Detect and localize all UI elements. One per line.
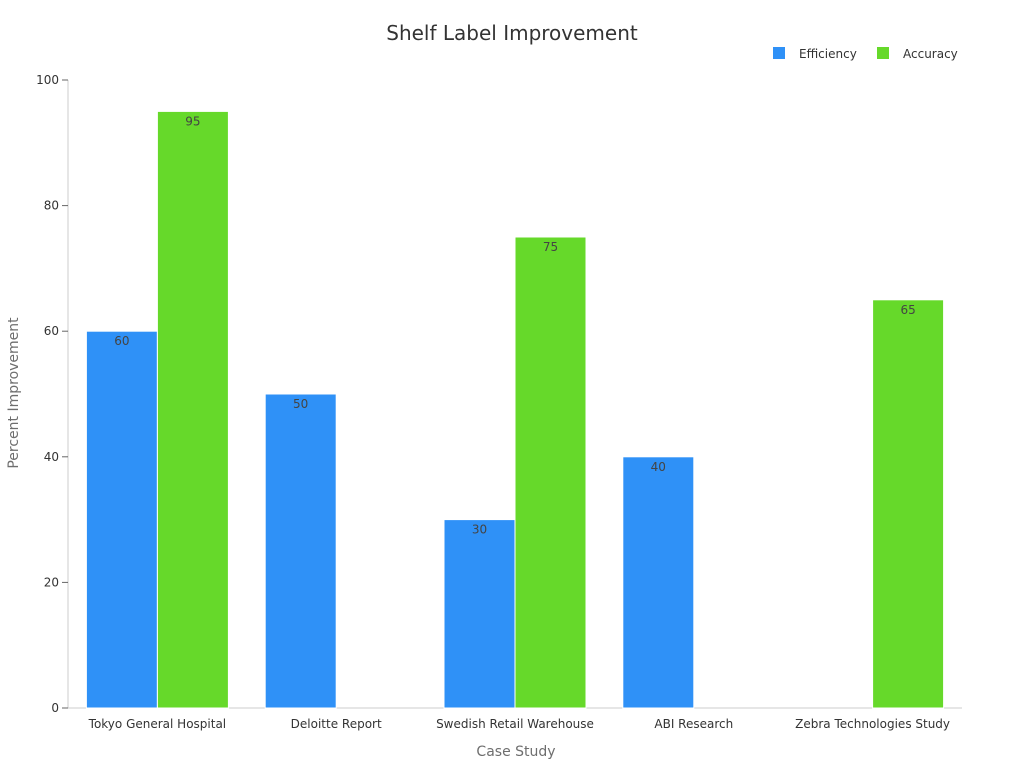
data-label-efficiency-abi-research: 40 <box>651 460 666 474</box>
x-tick-label: Deloitte Report <box>291 717 382 731</box>
bar-efficiency-deloitte-report <box>264 393 337 709</box>
legend-label: Accuracy <box>903 47 958 61</box>
legend: Efficiency Accuracy <box>773 47 958 61</box>
data-label-efficiency-deloitte-report: 50 <box>293 397 308 411</box>
y-tick-label: 40 <box>44 450 59 464</box>
x-tick-label: Zebra Technologies Study <box>795 717 950 731</box>
x-axis: Tokyo General Hospital Deloitte Report Swe… <box>68 707 962 731</box>
bar-efficiency-abi-research <box>622 456 695 709</box>
legend-item-efficiency: Efficiency <box>773 47 857 61</box>
bar-efficiency-tokyo-general-hospital <box>85 330 158 709</box>
bar-accuracy-swedish-retail-warehouse <box>514 236 587 709</box>
data-label-accuracy-tokyo-general-hospital: 95 <box>185 114 200 128</box>
x-axis-title: Case Study <box>476 744 555 760</box>
bar-efficiency-swedish-retail-warehouse <box>443 519 516 709</box>
data-label-accuracy-swedish-retail-warehouse: 75 <box>543 240 558 254</box>
x-tick-label: Tokyo General Hospital <box>88 717 226 731</box>
legend-swatch <box>877 47 889 59</box>
x-tick-label: ABI Research <box>654 717 733 731</box>
y-tick-label: 0 <box>51 701 59 715</box>
legend-label: Efficiency <box>799 47 857 61</box>
data-label-efficiency-tokyo-general-hospital: 60 <box>114 334 129 348</box>
y-tick-label: 80 <box>44 199 59 213</box>
x-tick-label: Swedish Retail Warehouse <box>436 717 594 731</box>
chart-title: Shelf Label Improvement <box>386 21 638 45</box>
data-label-efficiency-swedish-retail-warehouse: 30 <box>472 523 487 537</box>
bar-accuracy-zebra-technologies-study <box>872 299 945 709</box>
y-axis: 0 20 40 60 80 100 <box>36 73 69 715</box>
data-labels: 60 95 50 30 75 40 65 <box>114 114 915 536</box>
y-axis-title: Percent Improvement <box>6 317 22 469</box>
legend-item-accuracy: Accuracy <box>877 47 958 61</box>
bar-accuracy-tokyo-general-hospital <box>156 110 229 709</box>
data-label-accuracy-zebra-technologies-study: 65 <box>900 303 915 317</box>
y-tick-label: 60 <box>44 324 59 338</box>
y-tick-label: 20 <box>44 575 59 589</box>
legend-swatch <box>773 47 785 59</box>
bars <box>85 110 945 709</box>
y-tick-label: 100 <box>36 73 59 87</box>
